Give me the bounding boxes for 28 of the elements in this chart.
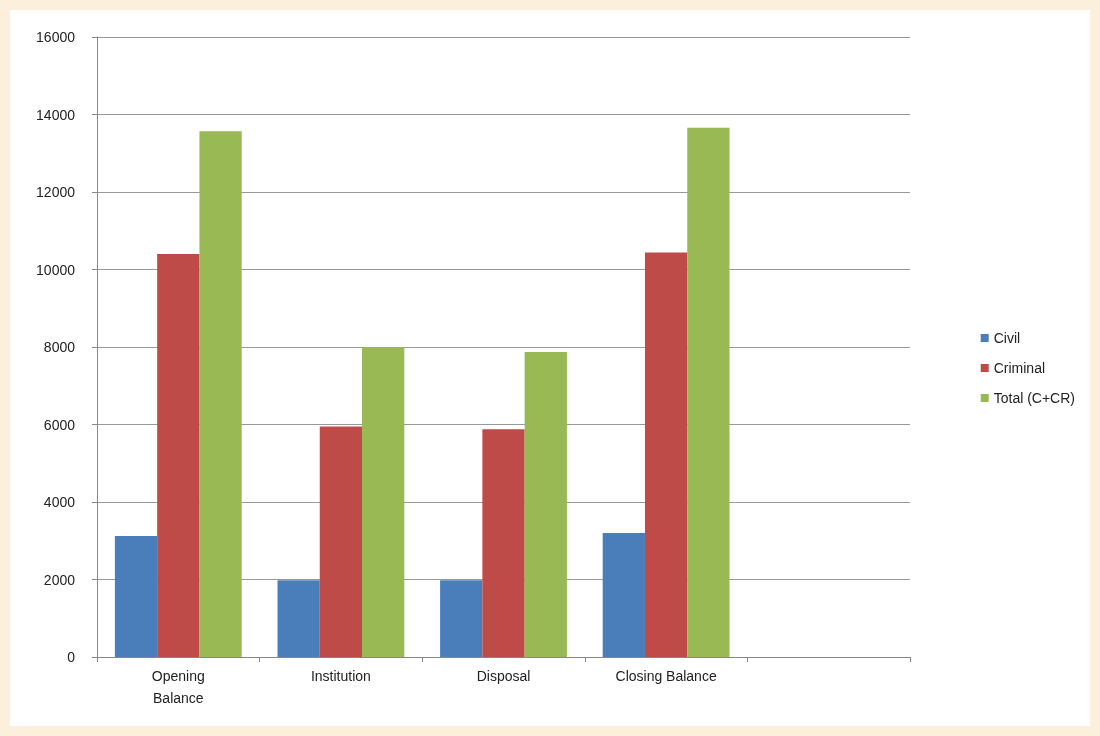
legend-label: Civil — [993, 330, 1021, 346]
y-tick-label: 14000 — [36, 106, 76, 123]
y-tick-label: 10000 — [36, 261, 76, 278]
x-tick-label: Disposal — [476, 668, 531, 684]
bar — [644, 252, 688, 657]
bar — [319, 426, 363, 657]
bar — [199, 131, 242, 657]
x-tick-label: Closing Balance — [615, 668, 717, 684]
y-tick-label: 16000 — [36, 29, 76, 45]
x-tick-label: Institution — [310, 668, 371, 684]
legend-label: Total (C+CR) — [993, 390, 1075, 406]
y-tick-label: 12000 — [36, 184, 76, 200]
y-tick-label: 0 — [67, 649, 76, 665]
y-tick-label: 2000 — [43, 571, 76, 588]
bar — [440, 580, 483, 657]
legend-label: Criminal — [993, 360, 1046, 376]
bar — [602, 533, 645, 657]
bar — [362, 347, 405, 657]
bar — [277, 580, 320, 657]
x-tick-label: Opening Balance — [151, 668, 205, 706]
bar — [114, 536, 158, 657]
bar — [157, 254, 200, 657]
bar — [524, 352, 567, 657]
y-tick-label: 4000 — [43, 494, 76, 510]
bar — [687, 127, 730, 657]
bar — [482, 429, 525, 657]
y-tick-label: 8000 — [43, 339, 76, 355]
y-tick-label: 6000 — [43, 416, 76, 433]
